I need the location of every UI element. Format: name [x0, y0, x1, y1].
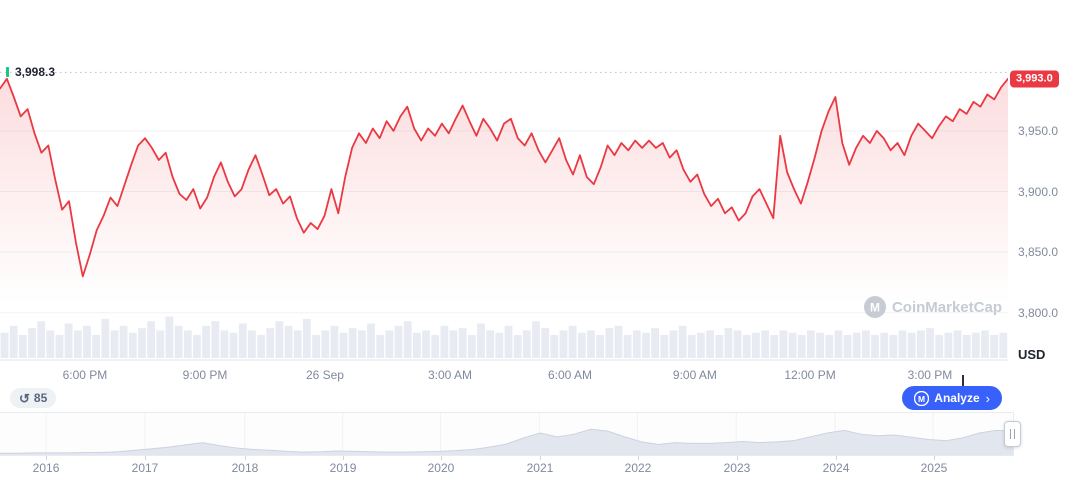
- navigator-chart-svg[interactable]: [0, 413, 1013, 455]
- open-price-label: 3,998.3: [6, 65, 55, 79]
- price-axis-tick: 3,950.0: [1018, 123, 1059, 138]
- time-cursor-marker: [962, 375, 964, 392]
- history-count: 85: [33, 391, 48, 405]
- navigator-area: [0, 429, 1013, 455]
- time-axis-tick: 6:00 PM: [62, 368, 108, 382]
- analyze-logo-icon: M: [914, 390, 930, 406]
- time-axis-tick: 3:00 AM: [427, 368, 472, 382]
- price-axis-tick: 3,900.0: [1018, 184, 1059, 199]
- price-area-fill: [0, 78, 1008, 360]
- year-tick-mark: [46, 456, 48, 460]
- time-axis-tick: 9:00 AM: [672, 368, 717, 382]
- price-axis: 3,993.0 USD 3,950.0 3,900.0 3,850.0 3,800.0: [1008, 0, 1072, 362]
- year-tick-mark: [539, 456, 541, 460]
- year-tick-mark: [836, 456, 838, 460]
- year-axis-label: 2018: [231, 461, 259, 475]
- analyze-button[interactable]: M Analyze ›: [902, 386, 1002, 410]
- price-line: [0, 79, 1008, 277]
- price-chart-svg[interactable]: [0, 0, 1008, 360]
- time-axis-tick: 3:00 PM: [907, 368, 953, 382]
- year-tick-mark: [638, 456, 639, 460]
- currency-unit-label: USD: [1018, 347, 1046, 362]
- year-axis-label: 2023: [723, 461, 751, 475]
- year-tick-mark: [145, 456, 146, 460]
- year-axis-label: 2025: [920, 461, 948, 475]
- navigator-drag-handle[interactable]: [1004, 421, 1021, 447]
- year-axis: 2016 2017 2018 2019 2020 2021 2022 2023 2024 2025: [0, 456, 1014, 477]
- current-price-badge: 3,993.0: [1010, 70, 1059, 88]
- price-axis-tick: 3,850.0: [1018, 245, 1059, 260]
- analyze-label: Analyze: [934, 391, 980, 405]
- coinmarketcap-logo-icon: M: [863, 296, 886, 318]
- year-tick-mark: [343, 456, 345, 460]
- year-axis-label: 2024: [822, 461, 850, 475]
- open-price-value: 3,998.3: [15, 65, 56, 80]
- time-axis-tick: 6:00 AM: [548, 368, 593, 382]
- year-tick-mark: [933, 456, 935, 460]
- history-badge[interactable]: ↺ 85: [10, 388, 57, 408]
- time-axis-tick: 12:00 PM: [784, 368, 836, 382]
- svg-text:M: M: [918, 393, 925, 403]
- svg-text:M: M: [870, 301, 880, 315]
- price-axis-tick: 3,800.0: [1018, 305, 1059, 320]
- range-navigator[interactable]: [0, 412, 1021, 456]
- year-axis-label: 2022: [624, 461, 652, 475]
- time-axis: 6:00 PM 9:00 PM 26 Sep 3:00 AM 6:00 AM 9:00 A…: [0, 360, 1008, 387]
- year-axis-label: 2016: [32, 461, 60, 475]
- year-axis-label: 2017: [131, 461, 159, 475]
- year-axis-label: 2021: [526, 461, 554, 475]
- time-axis-tick: 9:00 PM: [182, 368, 228, 382]
- year-axis-label: 2019: [329, 461, 357, 475]
- chevron-right-icon: ›: [985, 390, 990, 406]
- year-tick-mark: [736, 456, 738, 460]
- year-axis-label: 2020: [427, 461, 455, 475]
- time-axis-tick: 26 Sep: [305, 368, 344, 382]
- watermark: M CoinMarketCap: [863, 296, 1002, 318]
- history-icon: ↺: [19, 390, 30, 406]
- open-price-marker-icon: [6, 67, 9, 78]
- year-tick-mark: [244, 456, 246, 460]
- navigator-line: [0, 429, 1013, 453]
- watermark-text: CoinMarketCap: [891, 298, 1002, 316]
- year-tick-mark: [440, 456, 442, 460]
- main-chart-area[interactable]: 3,998.3 M CoinMarketCap: [0, 0, 1008, 360]
